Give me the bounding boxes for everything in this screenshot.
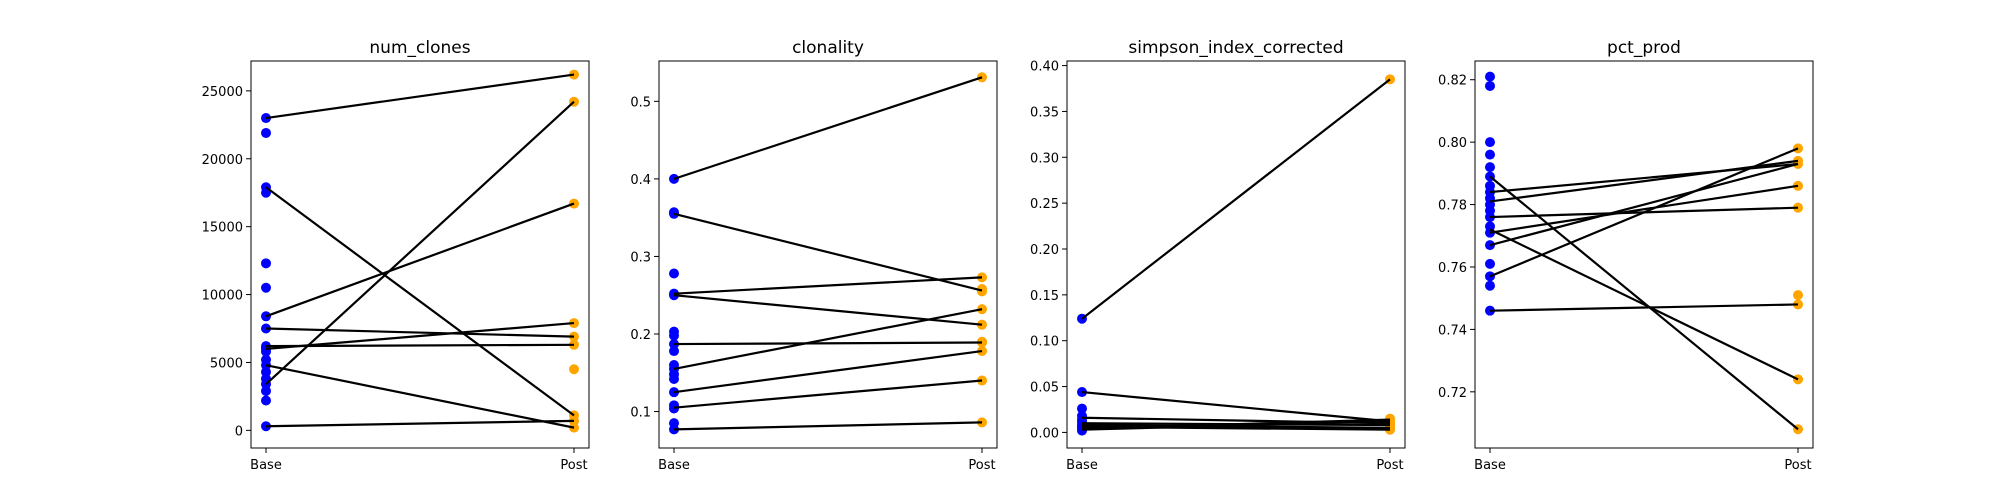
pair-line xyxy=(265,419,575,428)
x-tick-label: Base xyxy=(1066,458,1098,473)
base-point xyxy=(669,346,679,357)
axes-frame xyxy=(1474,60,1814,449)
x-tick-label: Base xyxy=(1474,458,1506,473)
post-point xyxy=(1793,290,1803,301)
panel-title: pct_prod xyxy=(1607,38,1681,58)
pair-line xyxy=(1489,159,1799,203)
pair-line xyxy=(1489,228,1799,381)
y-tick-label: 0.1 xyxy=(630,406,651,421)
pair-line xyxy=(265,321,575,350)
y-tick-label: 0.74 xyxy=(1438,323,1467,338)
pair-line xyxy=(673,294,983,326)
base-point xyxy=(1485,149,1495,160)
y-tick-label: 0.35 xyxy=(1030,105,1059,120)
base-point xyxy=(669,330,679,341)
pair-line xyxy=(673,341,983,346)
y-tick-label: 0.2 xyxy=(630,328,651,343)
pair-line xyxy=(1489,162,1799,247)
panel-num-clones: num_clones 0 5000 10000 15000 20000 25000 Base… xyxy=(202,38,590,473)
base-point xyxy=(261,385,271,396)
y-tick-label: 0.40 xyxy=(1030,60,1059,75)
pair-line xyxy=(673,349,983,394)
x-tick-label: Base xyxy=(658,458,690,473)
pair-line xyxy=(673,276,983,295)
panel-title: num_clones xyxy=(369,38,470,58)
y-tick-label: 0.82 xyxy=(1438,74,1467,89)
base-point xyxy=(1485,80,1495,91)
y-tick-label: 0.78 xyxy=(1438,199,1467,214)
base-point xyxy=(261,258,271,269)
pair-line xyxy=(265,343,575,348)
post-point xyxy=(569,364,579,375)
panel-clonality: clonality 0.1 0.2 0.3 0.4 0.5 Base Post xyxy=(630,38,998,473)
pair-line xyxy=(1489,175,1799,431)
y-tick-label: 0.25 xyxy=(1030,197,1059,212)
y-tick-label: 0.80 xyxy=(1438,136,1467,151)
pair-line xyxy=(1081,390,1391,423)
axes-frame xyxy=(250,60,590,449)
pair-line xyxy=(265,100,575,385)
pair-line xyxy=(1489,303,1799,312)
x-tick-label: Post xyxy=(968,458,995,473)
panel-title: clonality xyxy=(792,38,864,58)
base-point xyxy=(669,268,679,279)
base-point xyxy=(261,395,271,406)
y-tick-label: 20000 xyxy=(202,153,243,168)
pair-line xyxy=(265,73,575,120)
base-point xyxy=(261,282,271,293)
y-tick-label: 0.15 xyxy=(1030,289,1059,304)
x-tick-label: Post xyxy=(1376,458,1403,473)
base-point xyxy=(1485,137,1495,148)
y-tick-label: 0.30 xyxy=(1030,151,1059,166)
pair-line xyxy=(1081,78,1391,320)
pair-line xyxy=(265,364,575,429)
base-point xyxy=(1485,258,1495,269)
x-tick-label: Post xyxy=(560,458,587,473)
pair-line xyxy=(673,421,983,431)
post-point xyxy=(977,286,987,297)
y-tick-label: 0.10 xyxy=(1030,335,1059,350)
y-tick-label: 0.00 xyxy=(1030,426,1059,441)
y-tick-label: 25000 xyxy=(202,85,243,100)
base-point xyxy=(261,127,271,138)
pair-line xyxy=(673,379,983,409)
y-tick-label: 0.3 xyxy=(630,250,651,265)
base-point xyxy=(669,403,679,414)
y-tick-label: 0 xyxy=(235,424,243,439)
pair-line xyxy=(265,186,575,417)
base-point xyxy=(669,373,679,384)
pair-line xyxy=(673,76,983,180)
panel-simpson-index-corrected: simpson_index_corrected 0.00 0.05 0.10 0.15… xyxy=(1030,38,1406,473)
y-tick-label: 0.76 xyxy=(1438,261,1467,276)
x-tick-label: Base xyxy=(250,458,282,473)
base-point xyxy=(1077,403,1087,414)
y-tick-label: 10000 xyxy=(202,289,243,304)
x-tick-label: Post xyxy=(1784,458,1811,473)
pair-line xyxy=(265,327,575,338)
y-tick-label: 0.72 xyxy=(1438,386,1467,401)
pair-line xyxy=(1489,206,1799,219)
axes-frame xyxy=(1066,60,1406,449)
y-tick-label: 0.4 xyxy=(630,173,651,188)
y-tick-label: 0.5 xyxy=(630,95,651,110)
base-point xyxy=(1485,280,1495,291)
y-tick-label: 15000 xyxy=(202,221,243,236)
y-tick-label: 0.05 xyxy=(1030,381,1059,396)
y-tick-label: 0.20 xyxy=(1030,243,1059,258)
pair-line xyxy=(265,202,575,318)
pair-line xyxy=(1081,420,1391,431)
axes-frame xyxy=(658,60,998,449)
panel-title: simpson_index_corrected xyxy=(1128,38,1343,58)
base-point xyxy=(1485,162,1495,173)
pair-line xyxy=(1489,184,1799,234)
y-tick-label: 5000 xyxy=(210,356,243,371)
panel-pct-prod: pct_prod 0.72 0.74 0.76 0.78 0.80 0.82 Base Pos… xyxy=(1438,38,1814,473)
base-point xyxy=(1485,71,1495,82)
pair-line xyxy=(673,212,983,292)
